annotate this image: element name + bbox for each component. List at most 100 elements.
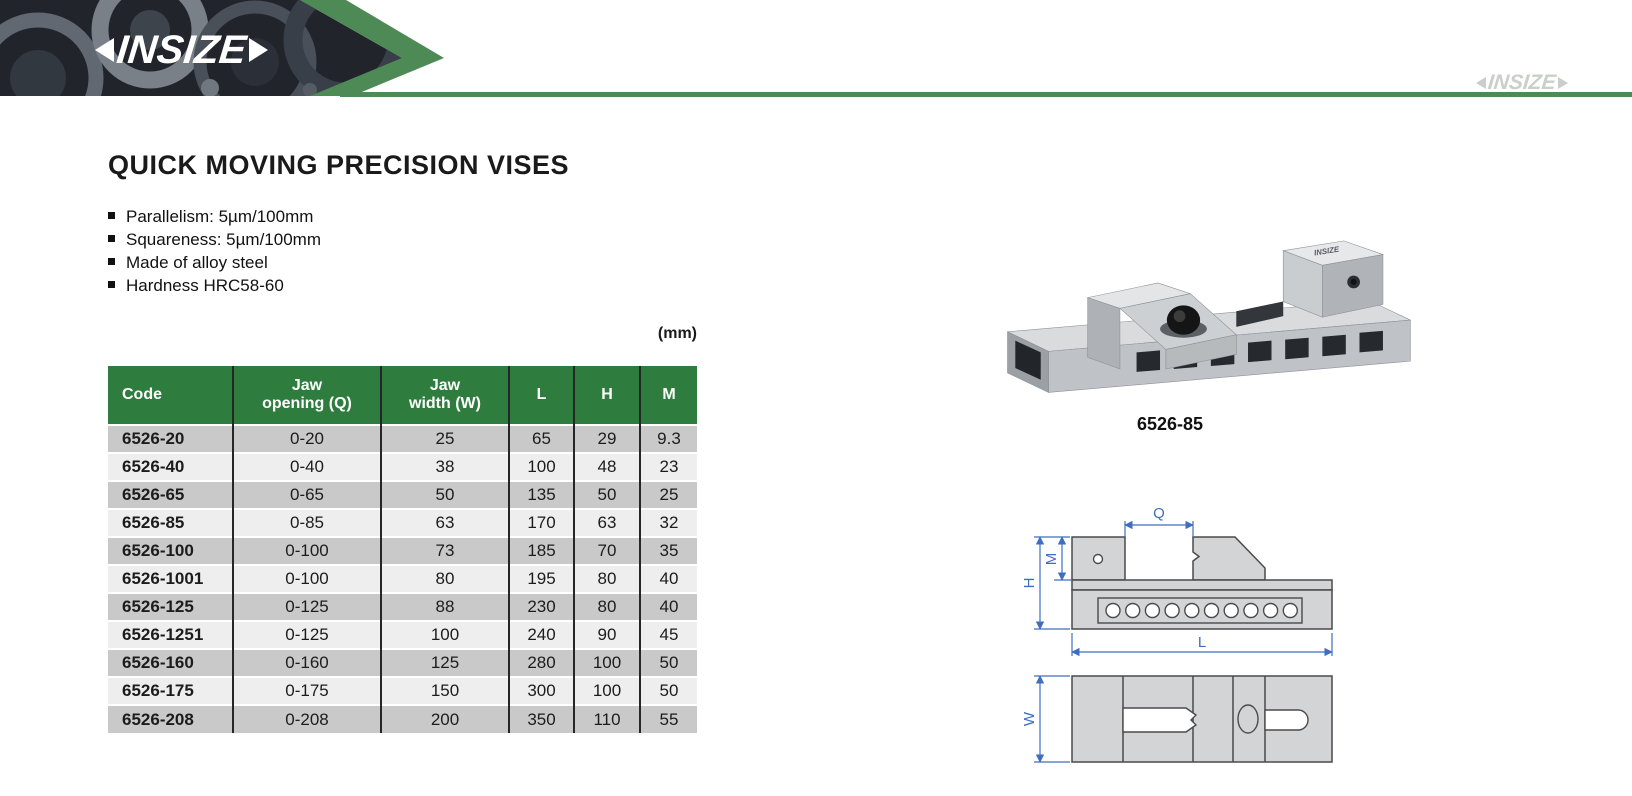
table-cell: 32 [639,508,697,537]
table-cell: 0-65 [232,480,381,509]
feature-item: Made of alloy steel [108,251,321,274]
table-cell: 350 [508,704,574,733]
column-header: Code [108,366,233,425]
logo-right-arrow-icon [248,38,268,62]
spec-table: Code Jaw opening (Q) Jaw width (W) L H M 6526… [108,366,697,733]
table-cell: 50 [573,480,640,509]
table-cell: 45 [639,620,697,649]
product-body-mark: INSIZE [1313,245,1340,258]
table-cell: 100 [508,452,574,481]
product-image: INSIZE [985,192,1425,412]
watermark-logo: INSIZE [1476,71,1568,94]
table-cell: 48 [573,452,640,481]
table-cell-code: 6526-208 [108,704,233,733]
table-cell: 0-85 [232,508,381,537]
table-cell: 9.3 [639,424,697,453]
table-cell: 50 [639,648,697,677]
column-header: M [639,366,697,425]
column-header: Jaw opening (Q) [232,366,381,425]
table-cell: 73 [380,536,509,565]
table-header-row: Code Jaw opening (Q) Jaw width (W) L H M [108,366,697,425]
table-cell-code: 6526-1001 [108,564,233,593]
table-cell: 0-40 [232,452,381,481]
table-row: 6526-20 0-20 25 65 29 9.3 [108,424,697,453]
table-row: 6526-40 0-40 38 100 48 23 [108,452,697,481]
watermark-logo-text: INSIZE [1487,71,1558,94]
column-header: L [508,366,574,425]
side-view-diagram: Q M H L [1010,495,1350,665]
table-cell-code: 6526-1251 [108,620,233,649]
table-cell: 100 [380,620,509,649]
dim-label-q: Q [1153,505,1165,522]
table-cell-code: 6526-100 [108,536,233,565]
watermark-right-arrow-icon [1558,76,1568,89]
table-cell: 280 [508,648,574,677]
table-cell: 0-160 [232,648,381,677]
table-cell: 170 [508,508,574,537]
green-chevron [300,0,444,96]
table-cell: 0-20 [232,424,381,453]
table-cell: 0-125 [232,620,381,649]
column-header: H [573,366,640,425]
table-cell: 185 [508,536,574,565]
table-cell: 240 [508,620,574,649]
table-cell: 50 [639,676,697,705]
table-row: 6526-208 0-208 200 350 110 55 [108,704,697,733]
feature-item: Hardness HRC58-60 [108,274,321,297]
brand-logo: INSIZE [95,28,268,72]
top-view-diagram: W [1010,668,1350,768]
table-cell: 90 [573,620,640,649]
table-cell-code: 6526-85 [108,508,233,537]
table-cell: 125 [380,648,509,677]
table-cell: 0-208 [232,704,381,733]
table-row: 6526-175 0-175 150 300 100 50 [108,676,697,705]
table-cell: 25 [380,424,509,453]
table-cell: 38 [380,452,509,481]
table-cell: 40 [639,564,697,593]
table-cell-code: 6526-125 [108,592,233,621]
table-cell: 35 [639,536,697,565]
table-row: 6526-85 0-85 63 170 63 32 [108,508,697,537]
table-cell: 55 [639,704,697,733]
page-title: QUICK MOVING PRECISION VISES [108,150,570,181]
table-cell: 80 [380,564,509,593]
table-cell: 50 [380,480,509,509]
table-cell: 195 [508,564,574,593]
page-header: INSIZE INSIZE [0,0,1632,97]
table-row: 6526-1001 0-100 80 195 80 40 [108,564,697,593]
dim-label-w: W [1021,711,1038,726]
table-cell-code: 6526-160 [108,648,233,677]
table-row: 6526-125 0-125 88 230 80 40 [108,592,697,621]
dim-label-m: M [1043,553,1060,566]
dim-label-h: H [1021,578,1038,589]
table-cell: 0-100 [232,564,381,593]
table-cell: 23 [639,452,697,481]
table-cell: 40 [639,592,697,621]
header-underline [340,92,1632,97]
table-cell: 0-125 [232,592,381,621]
table-cell: 100 [573,648,640,677]
table-cell: 110 [573,704,640,733]
table-cell: 0-175 [232,676,381,705]
units-label: (mm) [657,325,697,342]
table-cell-code: 6526-20 [108,424,233,453]
table-cell: 80 [573,592,640,621]
table-cell-code: 6526-175 [108,676,233,705]
column-header: Jaw width (W) [380,366,509,425]
table-cell: 135 [508,480,574,509]
table-cell: 88 [380,592,509,621]
watermark-left-arrow-icon [1476,76,1487,89]
logo-left-arrow-icon [95,38,114,62]
table-cell: 0-100 [232,536,381,565]
table-cell-code: 6526-65 [108,480,233,509]
feature-item: Parallelism: 5µm/100mm [108,205,321,228]
table-cell: 63 [573,508,640,537]
table-cell: 25 [639,480,697,509]
table-row: 6526-65 0-65 50 135 50 25 [108,480,697,509]
table-row: 6526-1251 0-125 100 240 90 45 [108,620,697,649]
product-caption: 6526-85 [1136,414,1204,434]
table-cell: 80 [573,564,640,593]
table-cell: 29 [573,424,640,453]
dim-label-l: L [1198,634,1206,651]
table-cell-code: 6526-40 [108,452,233,481]
